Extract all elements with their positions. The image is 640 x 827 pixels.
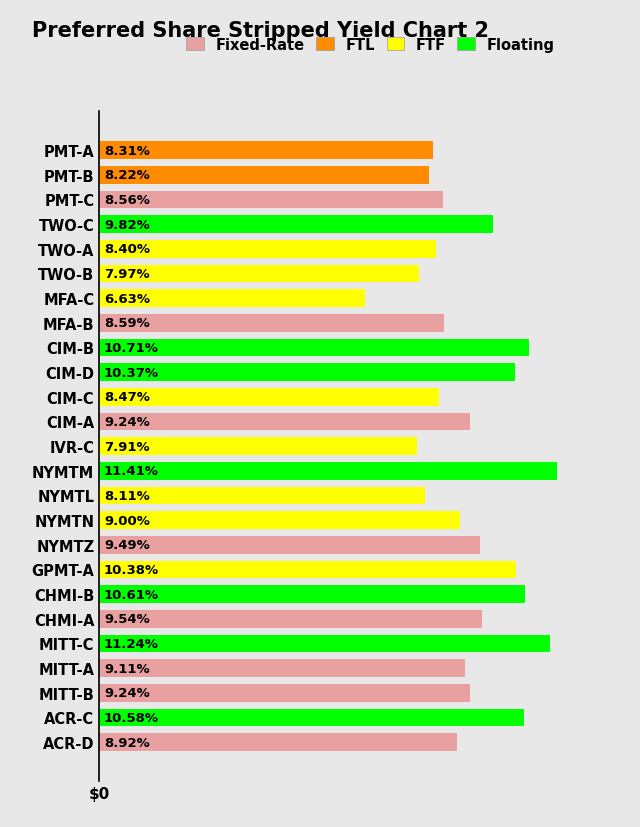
- Text: 10.38%: 10.38%: [104, 563, 159, 576]
- Text: 11.41%: 11.41%: [104, 465, 159, 478]
- Bar: [99, 389, 439, 406]
- Bar: [99, 216, 493, 234]
- Bar: [99, 659, 465, 677]
- Text: 6.63%: 6.63%: [104, 292, 150, 305]
- Bar: [99, 487, 424, 504]
- Bar: [99, 167, 429, 184]
- Bar: [99, 265, 419, 283]
- Text: 10.58%: 10.58%: [104, 711, 159, 724]
- Text: 10.71%: 10.71%: [104, 342, 159, 355]
- Bar: [99, 290, 365, 308]
- Text: Preferred Share Stripped Yield Chart 2: Preferred Share Stripped Yield Chart 2: [32, 21, 489, 41]
- Bar: [99, 610, 482, 628]
- Text: 9.49%: 9.49%: [104, 538, 150, 552]
- Text: 8.31%: 8.31%: [104, 145, 150, 157]
- Bar: [99, 586, 525, 603]
- Bar: [99, 364, 515, 381]
- Text: 8.47%: 8.47%: [104, 391, 150, 404]
- Bar: [99, 709, 524, 726]
- Bar: [99, 314, 444, 332]
- Text: 8.40%: 8.40%: [104, 243, 150, 256]
- Bar: [99, 561, 516, 579]
- Text: 9.24%: 9.24%: [104, 415, 150, 428]
- Bar: [99, 684, 470, 702]
- Bar: [99, 635, 550, 653]
- Text: 8.11%: 8.11%: [104, 490, 150, 502]
- Bar: [99, 339, 529, 357]
- Text: 10.61%: 10.61%: [104, 588, 159, 601]
- Text: 8.22%: 8.22%: [104, 169, 150, 182]
- Text: 9.11%: 9.11%: [104, 662, 150, 675]
- Text: 11.24%: 11.24%: [104, 637, 159, 650]
- Text: 9.24%: 9.24%: [104, 686, 150, 700]
- Text: 8.59%: 8.59%: [104, 317, 150, 330]
- Text: 10.37%: 10.37%: [104, 366, 159, 379]
- Bar: [99, 536, 480, 554]
- Bar: [99, 462, 557, 480]
- Text: 7.91%: 7.91%: [104, 440, 150, 453]
- Text: 9.00%: 9.00%: [104, 514, 150, 527]
- Text: 8.92%: 8.92%: [104, 736, 150, 748]
- Bar: [99, 512, 460, 529]
- Bar: [99, 734, 457, 751]
- Bar: [99, 413, 470, 431]
- Legend: Fixed-Rate, FTL, FTF, Floating: Fixed-Rate, FTL, FTF, Floating: [180, 32, 561, 59]
- Text: 9.82%: 9.82%: [104, 218, 150, 232]
- Bar: [99, 191, 443, 209]
- Text: 7.97%: 7.97%: [104, 268, 150, 280]
- Text: 9.54%: 9.54%: [104, 613, 150, 625]
- Bar: [99, 142, 433, 160]
- Bar: [99, 437, 417, 456]
- Bar: [99, 241, 436, 258]
- Text: 8.56%: 8.56%: [104, 194, 150, 207]
